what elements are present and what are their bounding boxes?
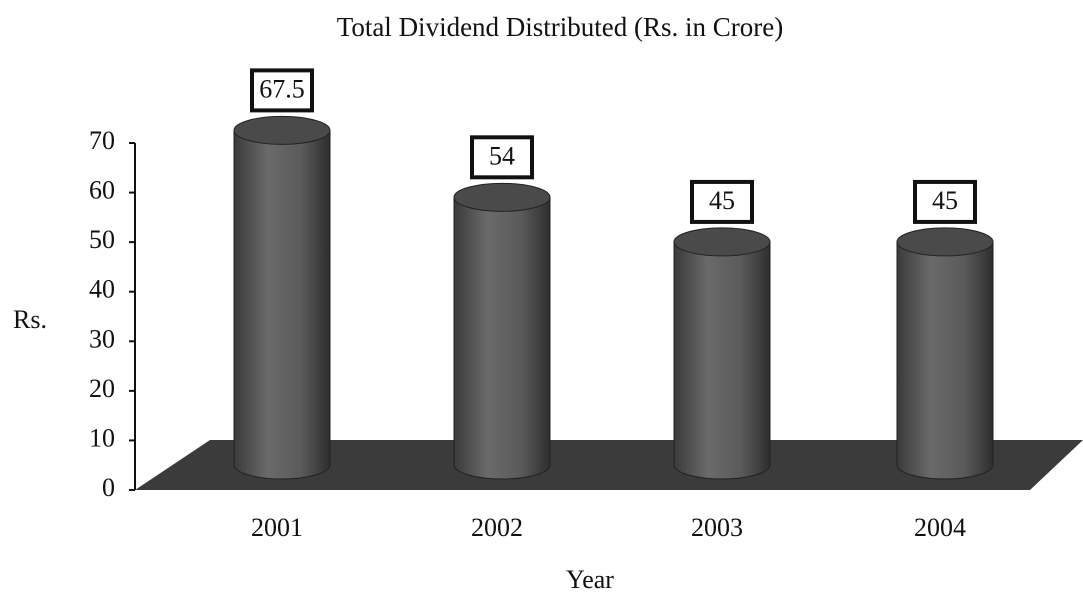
y-tick-label: 50 bbox=[89, 225, 115, 254]
y-tick-label: 30 bbox=[89, 324, 115, 353]
bar bbox=[453, 196, 551, 480]
value-label-box bbox=[913, 179, 977, 224]
bar-top bbox=[673, 227, 771, 257]
value-label: 54 bbox=[489, 141, 515, 170]
y-tick-label: 60 bbox=[89, 176, 115, 205]
value-label-box bbox=[250, 68, 314, 113]
y-axis-label: Rs. bbox=[13, 305, 47, 334]
x-axis-label: Year bbox=[566, 565, 614, 594]
floor bbox=[135, 440, 1083, 490]
y-tick-label: 10 bbox=[89, 423, 115, 452]
value-label-box bbox=[470, 135, 534, 180]
value-label: 45 bbox=[932, 186, 958, 215]
bar-top bbox=[233, 115, 331, 145]
y-tick-label: 0 bbox=[102, 473, 115, 502]
value-label: 67.5 bbox=[259, 74, 305, 103]
bar bbox=[233, 129, 331, 480]
bar bbox=[673, 241, 771, 480]
y-tick-label: 70 bbox=[89, 126, 115, 155]
bar bbox=[896, 241, 994, 480]
chart-title: Total Dividend Distributed (Rs. in Crore… bbox=[337, 12, 784, 42]
x-tick-label: 2004 bbox=[914, 513, 966, 542]
x-tick-label: 2001 bbox=[251, 513, 303, 542]
y-tick-label: 40 bbox=[89, 275, 115, 304]
value-label-box bbox=[690, 179, 754, 224]
y-tick-label: 20 bbox=[89, 374, 115, 403]
bar-top bbox=[896, 227, 994, 257]
x-tick-label: 2002 bbox=[471, 513, 523, 542]
value-label: 45 bbox=[709, 186, 735, 215]
bar-top bbox=[453, 182, 551, 212]
x-tick-label: 2003 bbox=[691, 513, 743, 542]
